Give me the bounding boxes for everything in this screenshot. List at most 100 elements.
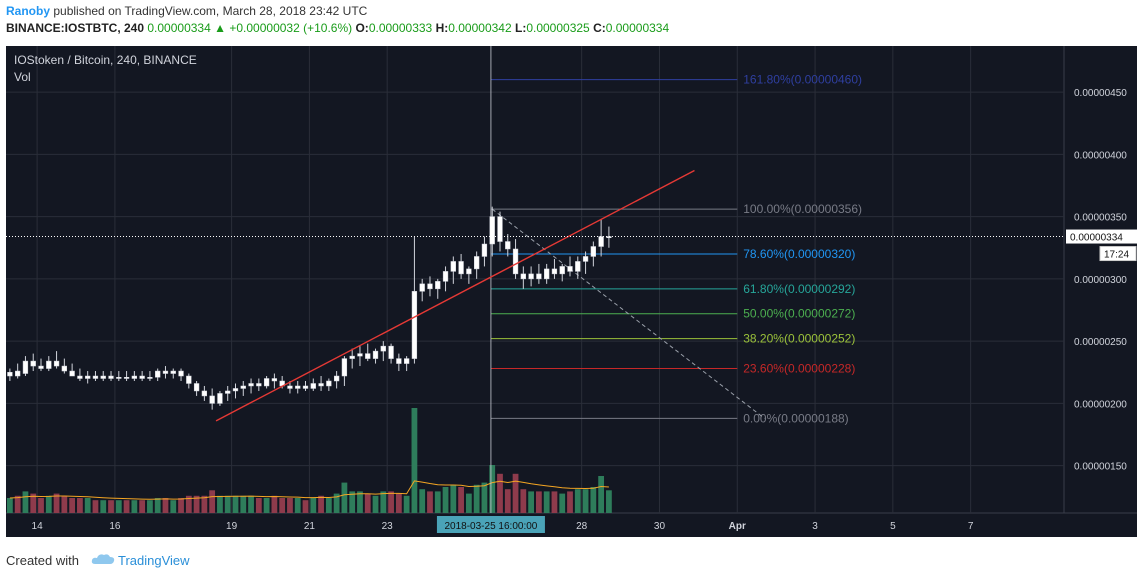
candle-body [310, 383, 316, 389]
volume-bar [427, 491, 433, 513]
open-label: O: [355, 21, 369, 35]
volume-bar [489, 465, 496, 513]
x-tick-label: 23 [382, 521, 394, 532]
volume-bar [22, 491, 29, 513]
price-axis-background [1064, 46, 1137, 513]
candle-body [38, 365, 44, 369]
candle-body [528, 273, 534, 280]
candle-body [77, 375, 83, 379]
candle-body [209, 395, 215, 404]
open-value: 0.00000333 [368, 21, 433, 35]
volume-bar [123, 500, 130, 513]
candle-body [559, 266, 565, 275]
volume-bar [559, 493, 566, 513]
x-tick-label: 28 [576, 521, 588, 532]
volume-bar [14, 495, 21, 513]
volume-bar [504, 489, 511, 513]
volume-bar [139, 500, 146, 513]
volume-bar [349, 491, 356, 513]
candle-body [365, 353, 371, 359]
candle-body [225, 390, 231, 394]
volume-bar [100, 500, 107, 513]
volume-bar [497, 473, 503, 513]
fib-level-label: 38.20%(0.00000252) [743, 332, 855, 346]
candle-body [396, 358, 402, 364]
candle-body [7, 372, 13, 377]
volume-bar [30, 493, 37, 513]
candle-body [100, 375, 106, 379]
tradingview-cloud-icon [91, 553, 115, 568]
candle-body [263, 378, 270, 387]
volume-bar [108, 500, 114, 513]
candle-body [30, 360, 36, 367]
close-value: 0.00000334 [605, 21, 670, 35]
x-tick-label: 14 [32, 521, 44, 532]
candle-body [427, 283, 433, 290]
candle-body [108, 375, 114, 379]
volume-bar [606, 490, 612, 513]
candle-body [575, 261, 581, 272]
candle-body [497, 216, 503, 242]
volume-bar [512, 473, 519, 513]
candle-body [69, 370, 75, 377]
volume-bar [411, 408, 418, 513]
countdown-box [1099, 246, 1137, 262]
volume-bar [224, 495, 231, 513]
candle-body [217, 393, 223, 404]
price-chart[interactable]: 0.00000150 0.00000200 0.00000250 0.00000300… [0, 40, 1144, 545]
candle-body [295, 385, 301, 389]
candle-body [388, 345, 394, 359]
author-link[interactable]: Ranoby [6, 4, 51, 18]
volume-label: Vol [14, 70, 31, 84]
candle-body [349, 355, 355, 359]
volume-bar [279, 498, 286, 513]
symbol-label: BINANCE:IOSTBTC, 240 [6, 21, 145, 35]
x-tick-label: 30 [654, 521, 666, 532]
volume-bar [388, 491, 394, 513]
volume-bar [131, 500, 138, 513]
volume-bar [240, 495, 247, 513]
volume-bar [201, 495, 208, 513]
candle-body [147, 377, 153, 379]
volume-bar [77, 498, 83, 513]
publish-line: Ranoby published on TradingView.com, Mar… [6, 4, 367, 18]
volume-bar [271, 495, 278, 513]
change-value: +0.00000032 (+10.6%) [229, 21, 353, 35]
published-text: published on TradingView.com, March 28, … [53, 4, 368, 18]
candle-body [326, 380, 332, 387]
volume-bar [536, 491, 542, 513]
candle-body [248, 383, 254, 387]
candle-body [606, 236, 612, 239]
chart-title: IOStoken / Bitcoin, 240, BINANCE [14, 53, 197, 67]
volume-bar [395, 493, 402, 513]
x-tick-label: 16 [109, 521, 121, 532]
candle-body [582, 256, 589, 262]
volume-bar [310, 498, 317, 513]
close-label: C: [593, 21, 606, 35]
volume-bar [473, 484, 480, 513]
volume-bar [294, 498, 301, 513]
tradingview-link[interactable]: TradingView [118, 553, 190, 568]
crosshair-time-box [436, 516, 545, 533]
volume-bar [287, 498, 293, 513]
candle-body [357, 353, 363, 357]
y-tick-label: 0.00000400 [1074, 150, 1127, 161]
candle-body [411, 291, 418, 359]
volume-bar [115, 500, 122, 513]
volume-bar [419, 489, 426, 513]
x-tick-label: 2018-03-25 16:00:00 [444, 521, 537, 532]
fib-level-label: 50.00%(0.00000272) [743, 307, 855, 321]
volume-bar [551, 491, 558, 513]
volume-bar [481, 482, 488, 513]
candle-body [139, 375, 145, 379]
countdown-label: 17:24 [1104, 250, 1129, 261]
volume-bar [209, 490, 216, 513]
candle-body [131, 375, 137, 379]
candle-body [512, 248, 519, 275]
candle-body [85, 375, 91, 379]
fib-level-label: 23.60%(0.00000228) [743, 362, 855, 376]
candle-body [442, 271, 449, 282]
candle-body [536, 273, 542, 280]
volume-moving-average [9, 480, 609, 500]
volume-bar [364, 493, 371, 513]
